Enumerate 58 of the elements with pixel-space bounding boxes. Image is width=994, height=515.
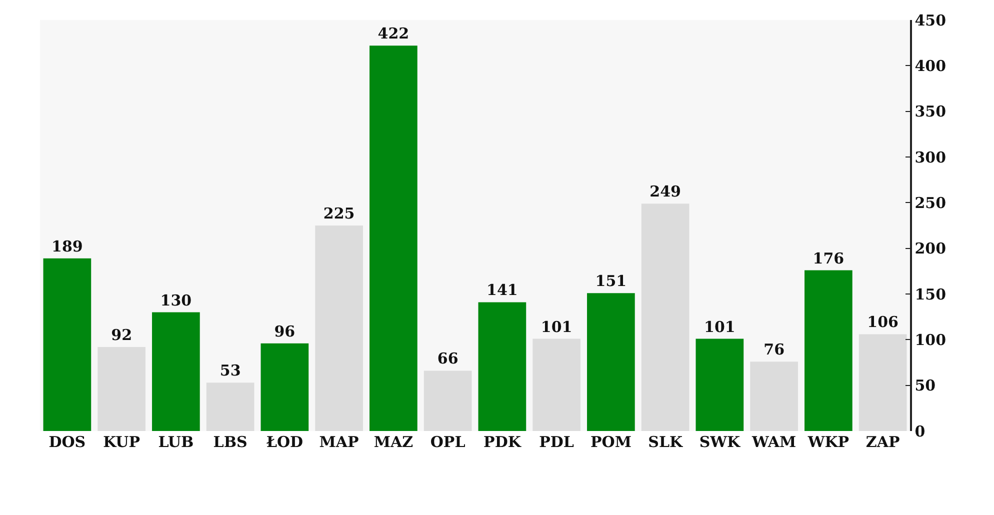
bar (587, 293, 635, 431)
x-tick-label: WAM (750, 433, 796, 451)
x-tick-label: PDL (539, 433, 574, 451)
x-tick-label: SLK (648, 433, 684, 451)
y-tick-label: 250 (914, 194, 946, 212)
bar (43, 258, 92, 431)
y-tick-label: 400 (914, 56, 946, 75)
x-tick-label: DOS (48, 433, 86, 451)
x-tick-label: SWK (699, 433, 742, 451)
bar (370, 46, 418, 431)
data-label: 101 (540, 318, 572, 336)
x-tick-label: LUB (158, 433, 194, 451)
data-label: 176 (812, 249, 844, 268)
data-label: 106 (867, 313, 898, 332)
y-tick-label: 100 (914, 330, 946, 349)
data-label: 141 (486, 281, 518, 300)
y-tick-label: 350 (914, 102, 946, 121)
data-label: 130 (160, 291, 192, 310)
data-label: 66 (437, 350, 458, 368)
x-tick-label: PDK (484, 433, 522, 451)
data-label: 249 (650, 182, 681, 201)
data-label: 101 (704, 318, 736, 336)
bar (260, 343, 309, 431)
data-label: 189 (52, 237, 83, 256)
x-tick-label: LBS (213, 433, 248, 451)
x-tick-label: POM (590, 433, 632, 451)
bar (641, 204, 690, 431)
data-label: 53 (220, 362, 241, 380)
bar (696, 338, 744, 431)
data-label: 225 (323, 204, 355, 222)
bar (478, 302, 526, 431)
x-tick-label: MAZ (374, 433, 414, 451)
x-tick-label: WKP (806, 433, 850, 451)
x-tick-label: OPL (430, 433, 466, 451)
bar (206, 382, 254, 431)
bar (532, 338, 580, 431)
x-tick-label: ŁOD (266, 433, 304, 451)
data-label: 76 (764, 340, 785, 359)
x-tick-label: MAP (319, 433, 359, 451)
y-tick-label: 300 (914, 148, 946, 166)
y-tick-label: 50 (914, 376, 936, 395)
y-tick-label: 200 (914, 240, 946, 258)
data-label: 96 (274, 322, 296, 340)
bar (858, 334, 907, 431)
data-label: 92 (111, 326, 132, 344)
bar (152, 312, 200, 431)
data-label: 422 (378, 24, 410, 43)
y-tick-label: 450 (914, 11, 946, 30)
y-tick-label: 150 (914, 285, 946, 304)
x-tick-label: KUP (103, 433, 140, 451)
bar (315, 226, 363, 431)
x-tick-label: ZAP (866, 433, 900, 451)
data-label: 151 (595, 272, 627, 290)
y-tick-label: 0 (914, 422, 926, 440)
bar (804, 270, 852, 431)
bar (750, 362, 798, 431)
bar (424, 370, 472, 431)
bar (98, 346, 146, 431)
